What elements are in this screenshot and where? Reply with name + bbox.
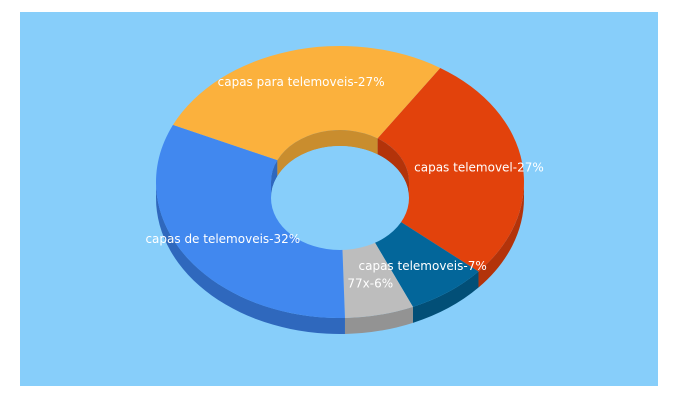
slice-labels: capas telemovel-27% capas telemoveis-7% 77… xyxy=(145,75,543,291)
slice-77x[interactable] xyxy=(341,229,413,318)
slice-inner-wall-3 xyxy=(271,160,278,198)
slice-label: capas para telemoveis-27% xyxy=(218,75,385,89)
chart-panel: capas telemovel-27% capas telemoveis-7% 77… xyxy=(20,12,658,386)
slice-capas-telemoveis[interactable] xyxy=(367,216,479,307)
slice-label: capas telemoveis-7% xyxy=(359,259,487,273)
slice-capas-telemovel[interactable] xyxy=(377,67,524,272)
slice-capas-de-telemoveis[interactable] xyxy=(155,124,345,318)
donut-slices xyxy=(155,45,524,318)
slice-label: capas de telemoveis-32% xyxy=(145,232,300,246)
slice-capas-para-telemoveis[interactable] xyxy=(172,45,441,161)
slice-side-0 xyxy=(478,182,524,288)
slice-side-3 xyxy=(156,182,345,334)
slice-inner-wall-4 xyxy=(277,130,378,177)
slice-side-1 xyxy=(412,271,479,323)
slice-label: capas telemovel-27% xyxy=(414,161,544,175)
slice-label: 77x-6% xyxy=(347,277,393,291)
slice-side-2 xyxy=(344,306,413,334)
donut-hole xyxy=(271,146,409,250)
donut-chart: capas telemovel-27% capas telemoveis-7% 77… xyxy=(20,12,658,386)
slice-inner-wall-0 xyxy=(377,138,409,198)
donut-side-walls xyxy=(156,182,524,334)
